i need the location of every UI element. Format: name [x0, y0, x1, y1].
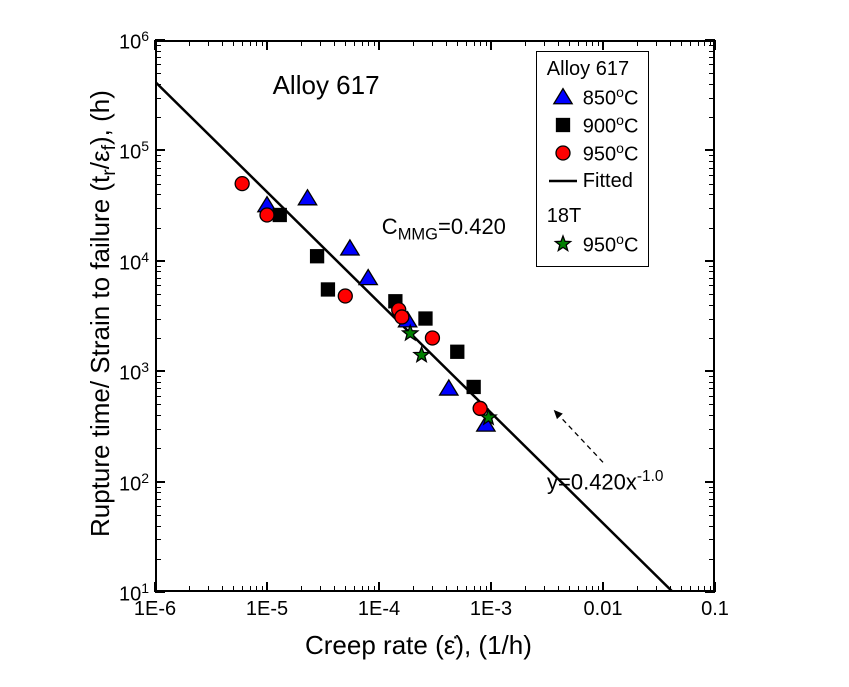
- legend-label: 900oC: [579, 112, 639, 139]
- x-tick-label: 1E-3: [463, 598, 519, 621]
- legend-title: 18T: [547, 205, 639, 228]
- legend-row: 950oC: [547, 230, 639, 258]
- x-tick-label: 1E-5: [239, 598, 295, 621]
- chart-title: Alloy 617: [273, 70, 380, 101]
- legend-swatch: [547, 170, 579, 192]
- y-tick-label: 105: [103, 138, 149, 165]
- x-tick-label: 0.1: [687, 598, 743, 621]
- x-tick-label: 0.01: [575, 598, 631, 621]
- legend-row: 900oC: [547, 111, 639, 139]
- legend-swatch: [547, 114, 579, 136]
- legend-label: 950oC: [579, 140, 639, 167]
- legend-row: Fitted: [547, 167, 639, 195]
- annotation-cmmg: CMMG=0.420: [382, 214, 506, 244]
- legend-swatch: [547, 86, 579, 108]
- chart-frame: Creep rate (ε̇), (1/h) Rupture time/ Str…: [0, 0, 849, 687]
- annotation-equation: y=0.420x-1.0: [547, 468, 663, 495]
- x-tick-label: 1E-4: [351, 598, 407, 621]
- legend-label: 950oC: [579, 231, 639, 258]
- legend-swatch: [547, 142, 579, 164]
- legend-row: 950oC: [547, 139, 639, 167]
- legend-row: 850oC: [547, 83, 639, 111]
- y-tick-label: 102: [103, 470, 149, 497]
- legend-box: Alloy 617850oC900oC950oCFitted18T950oC: [536, 51, 650, 267]
- legend-swatch: [547, 233, 579, 255]
- y-tick-label: 104: [103, 249, 149, 276]
- y-tick-label: 101: [103, 580, 149, 607]
- x-axis-label: Creep rate (ε̇), (1/h): [305, 630, 532, 661]
- legend-label: Fitted: [579, 170, 633, 193]
- y-tick-label: 106: [103, 28, 149, 55]
- y-tick-label: 103: [103, 359, 149, 386]
- legend-title: Alloy 617: [547, 58, 639, 81]
- legend-label: 850oC: [579, 84, 639, 111]
